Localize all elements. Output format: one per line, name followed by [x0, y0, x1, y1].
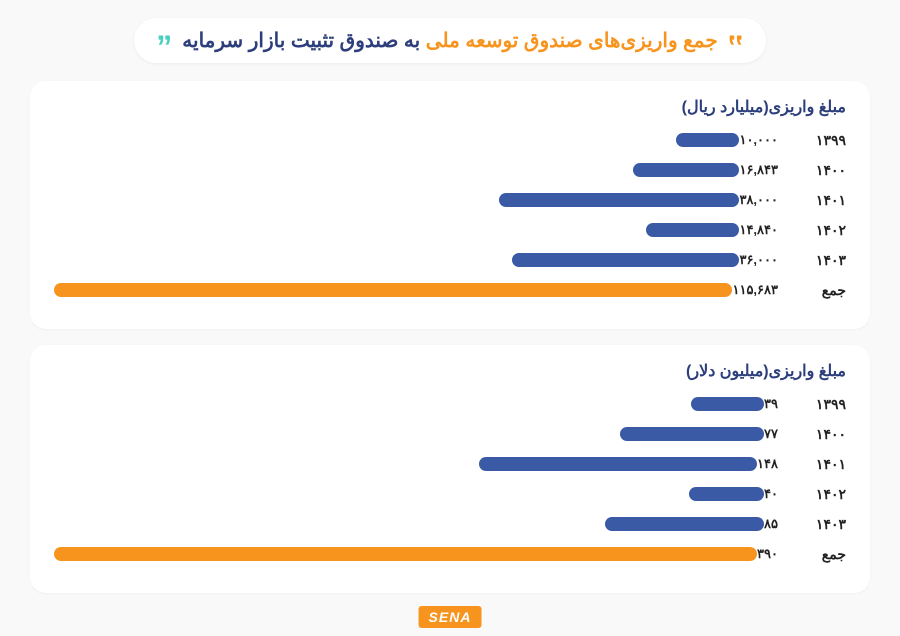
bar-value-label: ۱۶,۸۴۳: [739, 162, 778, 178]
page-title: جمع واریزی‌های صندوق توسعه ملی به صندوق …: [182, 28, 717, 53]
bar-row: ۱۳۹۹ ۱۰,۰۰۰: [54, 129, 846, 151]
bar-track: ۳۹: [54, 397, 786, 411]
row-year-label: ۱۴۰۱: [792, 456, 846, 473]
bar-value-label: ۴۰: [764, 486, 778, 502]
bar-track: ۱۴۸: [54, 457, 786, 471]
bar-track: ۸۵: [54, 517, 786, 531]
chart1-header: مبلغ واریزی(میلیارد ریال): [54, 97, 846, 117]
bar-data: [605, 517, 765, 531]
bar-data: [691, 397, 764, 411]
row-year-label: ۱۴۰۲: [792, 486, 846, 503]
bar-row: ۱۴۰۰ ۷۷: [54, 423, 846, 445]
bar-data: [676, 133, 739, 147]
bar-value-label: ۱۰,۰۰۰: [739, 132, 778, 148]
row-year-label: جمع: [792, 546, 846, 563]
chart-panel-dollar: مبلغ واریزی(میلیون دلار) ۱۳۹۹۳۹۱۴۰۰۷۷۱۴۰…: [30, 345, 870, 593]
bar-value-label: ۳۹: [764, 396, 778, 412]
bar-value-label: ۱۴,۸۴۰: [739, 222, 778, 238]
title-pill: ‟ جمع واریزی‌های صندوق توسعه ملی به صندو…: [134, 18, 765, 63]
row-year-label: ۱۴۰۰: [792, 162, 846, 179]
bar-track: ۳۸,۰۰۰: [54, 193, 786, 207]
bar-value-label: ۱۴۸: [757, 456, 778, 472]
bar-data: [646, 223, 740, 237]
bar-row: ۱۳۹۹ ۳۹: [54, 393, 846, 415]
bar-track: ۱۴,۸۴۰: [54, 223, 786, 237]
bar-row: ۱۴۰۲ ۴۰: [54, 483, 846, 505]
bar-value-label: ۷۷: [764, 426, 778, 442]
bar-track: ۴۰: [54, 487, 786, 501]
chart2-header: مبلغ واریزی(میلیون دلار): [54, 361, 846, 381]
row-year-label: ۱۴۰۳: [792, 516, 846, 533]
row-year-label: ۱۳۹۹: [792, 396, 846, 413]
bar-total: [54, 547, 757, 561]
bar-data: [512, 253, 740, 267]
bar-track: ۷۷: [54, 427, 786, 441]
bar-value-label: ۱۱۵,۶۸۳: [732, 282, 778, 298]
bar-row-total: جمع ۳۹۰: [54, 543, 846, 565]
bar-row-total: جمع ۱۱۵,۶۸۳: [54, 279, 846, 301]
bar-row: ۱۴۰۲ ۱۴,۸۴۰: [54, 219, 846, 241]
bar-track: ۱۱۵,۶۸۳: [54, 283, 786, 297]
bar-row: ۱۴۰۰ ۱۶,۸۴۳: [54, 159, 846, 181]
bar-data: [689, 487, 764, 501]
row-year-label: ۱۴۰۲: [792, 222, 846, 239]
row-year-label: ۱۴۰۰: [792, 426, 846, 443]
title-part-2: به صندوق تثبیت بازار سرمایه: [182, 30, 426, 52]
bar-data: [620, 427, 765, 441]
bar-track: ۳۹۰: [54, 547, 786, 561]
bar-row: ۱۴۰۳ ۳۶,۰۰۰: [54, 249, 846, 271]
row-year-label: ۱۴۰۱: [792, 192, 846, 209]
sena-logo: SENA: [419, 606, 482, 628]
bar-value-label: ۳۶,۰۰۰: [739, 252, 778, 268]
bar-value-label: ۳۸,۰۰۰: [739, 192, 778, 208]
bar-data: [499, 193, 739, 207]
chart2-rows: ۱۳۹۹ ۳۹ ۱۴۰۰ ۷۷ ۱۴۰۱ ۱۴۸ ۱۴۰۲ ۴۰ ۱۴۰۳ ۸۵ جمع ۳۹۰: [54, 393, 846, 565]
row-year-label: ۱۳۹۹: [792, 132, 846, 149]
bar-data: [633, 163, 740, 177]
row-year-label: ۱۴۰۳: [792, 252, 846, 269]
bar-value-label: ۸۵: [764, 516, 778, 532]
chart-panel-rial: مبلغ واریزی(میلیارد ریال) ۱۳۹۹ ۱۰,۰۰۰ ۱۴۰۰…: [30, 81, 870, 329]
bar-value-label: ۳۹۰: [757, 546, 778, 562]
bar-track: ۱۶,۸۴۳: [54, 163, 786, 177]
quote-open-icon: ‟: [728, 39, 744, 55]
bar-track: ۱۰,۰۰۰: [54, 133, 786, 147]
bar-total: [54, 283, 732, 297]
bar-row: ۱۴۰۱ ۳۸,۰۰۰: [54, 189, 846, 211]
quote-close-icon: ”: [156, 39, 172, 55]
title-part-1: جمع واریزی‌های صندوق توسعه ملی: [426, 30, 718, 52]
bar-row: ۱۴۰۳ ۸۵: [54, 513, 846, 535]
row-year-label: جمع: [792, 282, 846, 299]
chart1-rows: ۱۳۹۹ ۱۰,۰۰۰ ۱۴۰۰ ۱۶,۸۴۳ ۱۴۰۱ ۳۸,۰۰۰ ۱۴۰۲ ۱۴,۸۴۰…: [54, 129, 846, 301]
bar-track: ۳۶,۰۰۰: [54, 253, 786, 267]
bar-row: ۱۴۰۱ ۱۴۸: [54, 453, 846, 475]
bar-data: [479, 457, 757, 471]
